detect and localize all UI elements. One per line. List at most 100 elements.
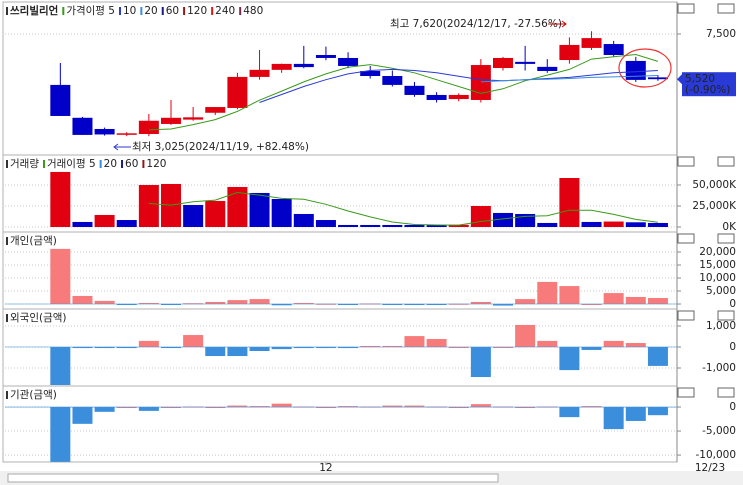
candle-body: [72, 117, 93, 135]
bar: [205, 301, 226, 305]
panel-icon[interactable]: [677, 3, 695, 14]
bar: [515, 324, 536, 348]
panel-icon[interactable]: [677, 233, 695, 244]
annotation: 최고 7,620(2024/12/17, -27.56%): [390, 18, 562, 30]
bar: [50, 248, 71, 305]
bar: [227, 186, 248, 227]
bar: [138, 302, 159, 305]
bar: [559, 286, 580, 305]
bar: [227, 347, 248, 357]
y-tick-label: 0: [729, 401, 736, 413]
panel-icon[interactable]: [717, 310, 735, 321]
bar: [293, 213, 314, 227]
legend-entry: 거래이평 5: [47, 158, 96, 170]
candle-body: [138, 120, 159, 134]
candle-body: [293, 63, 314, 68]
bar: [581, 304, 602, 306]
bar: [404, 224, 425, 227]
candle-body: [205, 107, 226, 113]
bar: [227, 405, 248, 408]
last-price: 5,520: [685, 73, 715, 85]
ma-line: [480, 75, 658, 83]
y-tick-label: 0: [729, 341, 736, 353]
legend-entry: 60: [125, 158, 138, 170]
bar: [94, 214, 115, 227]
ma-line: [148, 53, 659, 131]
ma-line: [259, 68, 658, 103]
bar: [559, 407, 580, 418]
bar: [470, 347, 491, 378]
panel-icon[interactable]: [717, 387, 735, 398]
candle-body: [559, 44, 580, 61]
bar: [603, 293, 624, 305]
candle-body: [493, 57, 513, 69]
legend-entry: 20: [144, 5, 157, 17]
candle-body: [50, 84, 71, 116]
annotation-arrow: [113, 143, 131, 151]
legend-marker: [142, 160, 145, 168]
panel-icon[interactable]: [717, 233, 735, 244]
bar: [382, 405, 403, 408]
legend-entry: 60: [166, 5, 179, 17]
bar: [537, 340, 558, 348]
bar: [161, 304, 181, 306]
legend-marker: [6, 160, 8, 168]
legend-entry: 120: [146, 158, 166, 170]
candle-body: [448, 94, 469, 100]
bar: [448, 224, 469, 227]
panel-icon[interactable]: [677, 387, 695, 398]
bar: [138, 340, 159, 348]
bar: [183, 335, 204, 348]
bar: [338, 304, 359, 306]
bar: [72, 407, 93, 424]
price-box: [682, 72, 736, 97]
legend-marker: [118, 7, 121, 15]
candle-body: [338, 57, 359, 66]
bar: [249, 406, 270, 408]
legend-marker: [183, 7, 186, 15]
bar: [183, 204, 204, 227]
bar: [94, 347, 115, 349]
bar: [338, 224, 359, 227]
candle-body: [227, 76, 248, 108]
panel-title: 쓰리빌리언: [10, 4, 58, 17]
bar: [116, 347, 137, 349]
candle-body: [161, 117, 181, 124]
bar: [161, 407, 181, 409]
y-tick-label: 20,000: [699, 246, 736, 258]
y-tick-label: -1,000: [702, 362, 736, 374]
panel-icon[interactable]: [677, 310, 695, 321]
legend-marker: [211, 7, 214, 15]
bar: [205, 347, 226, 357]
bar: [603, 221, 624, 227]
bar: [404, 405, 425, 408]
bar: [249, 192, 270, 227]
bar: [338, 347, 359, 349]
bar: [72, 295, 93, 305]
y-tick-label: 50,000K: [692, 179, 737, 191]
bar: [271, 347, 292, 350]
bar: [404, 304, 425, 306]
candle-body: [404, 85, 425, 95]
bar: [470, 205, 491, 227]
y-tick-label: 10,000: [699, 272, 736, 284]
bar: [205, 200, 226, 227]
bar: [382, 304, 403, 306]
panel-icon[interactable]: [717, 156, 735, 167]
bar: [470, 301, 491, 305]
bar: [271, 403, 292, 408]
candle-body: [603, 44, 624, 55]
bar: [94, 407, 115, 412]
bar: [315, 220, 336, 227]
panel-icon[interactable]: [717, 3, 735, 14]
scroll-thumb[interactable]: [7, 473, 499, 483]
legend-marker: [239, 7, 242, 15]
bar: [493, 212, 513, 227]
y-tick-label: 5,000: [706, 285, 736, 297]
panel-icon[interactable]: [677, 156, 695, 167]
bar: [470, 404, 491, 408]
panel-title: 기관(금액): [10, 389, 57, 401]
bar: [382, 224, 403, 227]
y-tick-label: 0: [729, 298, 736, 310]
